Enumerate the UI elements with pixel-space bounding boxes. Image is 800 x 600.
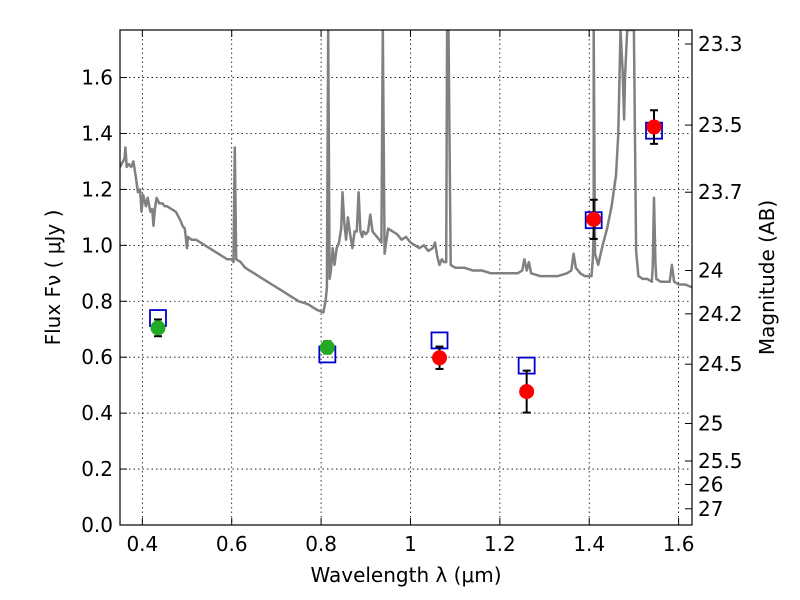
- right-tick-label: 23.3: [698, 32, 743, 56]
- y-tick-label: 0.6: [81, 345, 113, 369]
- right-tick-label: 24: [698, 259, 723, 283]
- observed-point: [319, 339, 335, 355]
- grid-lines: [120, 30, 692, 526]
- axis-ticks: 0.4 0.6 0.8 1 1.2 1.4 1.6 0.0 0.2 0.4 0.6 0.8 1.0 1.2…: [81, 30, 743, 556]
- observed-point: [432, 350, 448, 366]
- observed-point: [150, 320, 166, 336]
- y-tick-label: 0.0: [81, 513, 113, 537]
- photometry-markers: [149, 109, 663, 414]
- x-tick-label: 1.2: [484, 532, 516, 556]
- spectrum-series: [120, 30, 692, 314]
- right-tick-label: 26: [698, 472, 723, 496]
- right-tick-label: 23.7: [698, 180, 743, 204]
- plot-frame: [119, 29, 693, 526]
- y-tick-label: 0.2: [81, 457, 113, 481]
- y-axis-label: Flux Fν ( μJy ): [41, 210, 65, 346]
- observed-point: [519, 384, 535, 400]
- x-tick-label: 1: [404, 532, 417, 556]
- y-axis-right-label: Magnitude (AB): [755, 200, 779, 355]
- right-tick-label: 23.5: [698, 113, 743, 137]
- y-tick-label: 1.2: [81, 177, 113, 201]
- y-tick-label: 0.8: [81, 289, 113, 313]
- right-tick-label: 24.2: [698, 302, 743, 326]
- observed-point: [646, 119, 662, 135]
- x-tick-label: 1.4: [573, 532, 605, 556]
- x-axis-label: Wavelength λ (μm): [310, 563, 501, 587]
- x-tick-label: 0.4: [126, 532, 158, 556]
- right-tick-label: 27: [698, 497, 723, 521]
- y-tick-label: 1.0: [81, 233, 113, 257]
- x-tick-label: 1.6: [663, 532, 695, 556]
- y-tick-label: 1.6: [81, 66, 113, 90]
- x-tick-label: 0.8: [305, 532, 337, 556]
- right-tick-label: 24.5: [698, 352, 743, 376]
- right-tick-label: 25.5: [698, 449, 743, 473]
- observed-point: [586, 211, 602, 227]
- x-tick-label: 0.6: [216, 532, 248, 556]
- spectrum-line: [120, 30, 692, 314]
- right-tick-label: 25: [698, 411, 723, 435]
- y-tick-label: 1.4: [81, 121, 113, 145]
- y-tick-label: 0.4: [81, 401, 113, 425]
